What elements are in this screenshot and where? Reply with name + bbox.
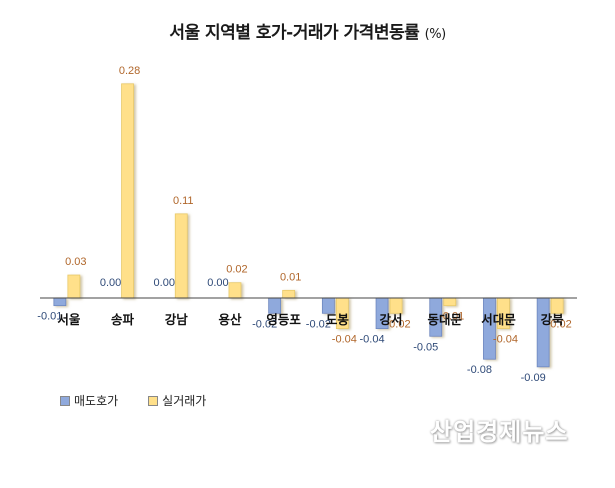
data-label-actual: -0.02 [547,318,572,330]
legend-swatch-actual [148,395,159,406]
category-label: 강남 [165,312,189,327]
bar-actual [67,274,81,299]
category-label: 동대문 [427,312,462,327]
category-label: 서울 [57,312,81,327]
data-label-actual: -0.04 [332,334,357,346]
bar-ask [268,297,282,314]
category-label: 강북 [541,312,565,327]
bar-actual [228,282,242,299]
data-label-ask: -0.01 [37,311,62,323]
legend-label-actual: 실거래가 [162,394,207,408]
chart-title-unit: (%) [424,27,447,42]
data-label-ask: -0.08 [467,364,492,376]
bar-actual [389,297,403,314]
data-label-actual: 0.28 [119,65,140,77]
bar-actual [550,297,564,314]
data-label-ask: -0.02 [306,318,331,330]
data-label-ask: -0.09 [521,372,546,384]
bar-ask [321,297,335,314]
legend-label-ask: 매도호가 [74,394,119,408]
bar-actual [121,83,134,299]
bar-actual [282,289,296,299]
category-label: 송파 [111,312,135,327]
data-label-actual: 0.01 [280,271,301,283]
data-label-ask: -0.02 [252,318,277,330]
bar-actual [174,213,188,299]
data-label-ask: -0.05 [413,341,438,353]
chart-title-text: 서울 지역별 호가-거래가 가격변동률 [169,23,420,43]
category-label: 도봉 [326,312,350,327]
bar-ask [483,297,496,360]
watermark: 산업경제뉴스 [430,418,569,446]
data-label-actual: -0.02 [386,318,411,330]
data-label-actual: -0.01 [439,311,464,323]
legend-item-actual: 실거래가 [148,392,206,409]
chart-title: 서울 지역별 호가-거래가 가격변동률 (%) [0,18,615,43]
legend-swatch-ask [60,395,70,406]
category-label: 서대문 [481,312,516,327]
data-label-actual: 0.03 [65,256,86,268]
data-label-ask: 0.00 [100,277,121,289]
category-label: 영등포 [266,312,301,327]
data-label-actual: 0.02 [226,264,247,276]
data-label-ask: -0.04 [360,334,385,346]
legend: 매도호가 실거래가 [60,392,206,409]
legend-item-ask: 매도호가 [60,392,118,409]
data-label-actual: -0.04 [493,334,518,346]
data-label-ask: 0.00 [154,277,175,289]
bar-ask [53,297,67,307]
data-label-ask: 0.00 [207,277,228,289]
bar-actual [443,297,457,307]
data-label-actual: 0.11 [173,195,194,207]
category-label: 강서 [380,312,403,327]
bar-ask [536,297,550,368]
category-label: 용산 [218,312,242,327]
